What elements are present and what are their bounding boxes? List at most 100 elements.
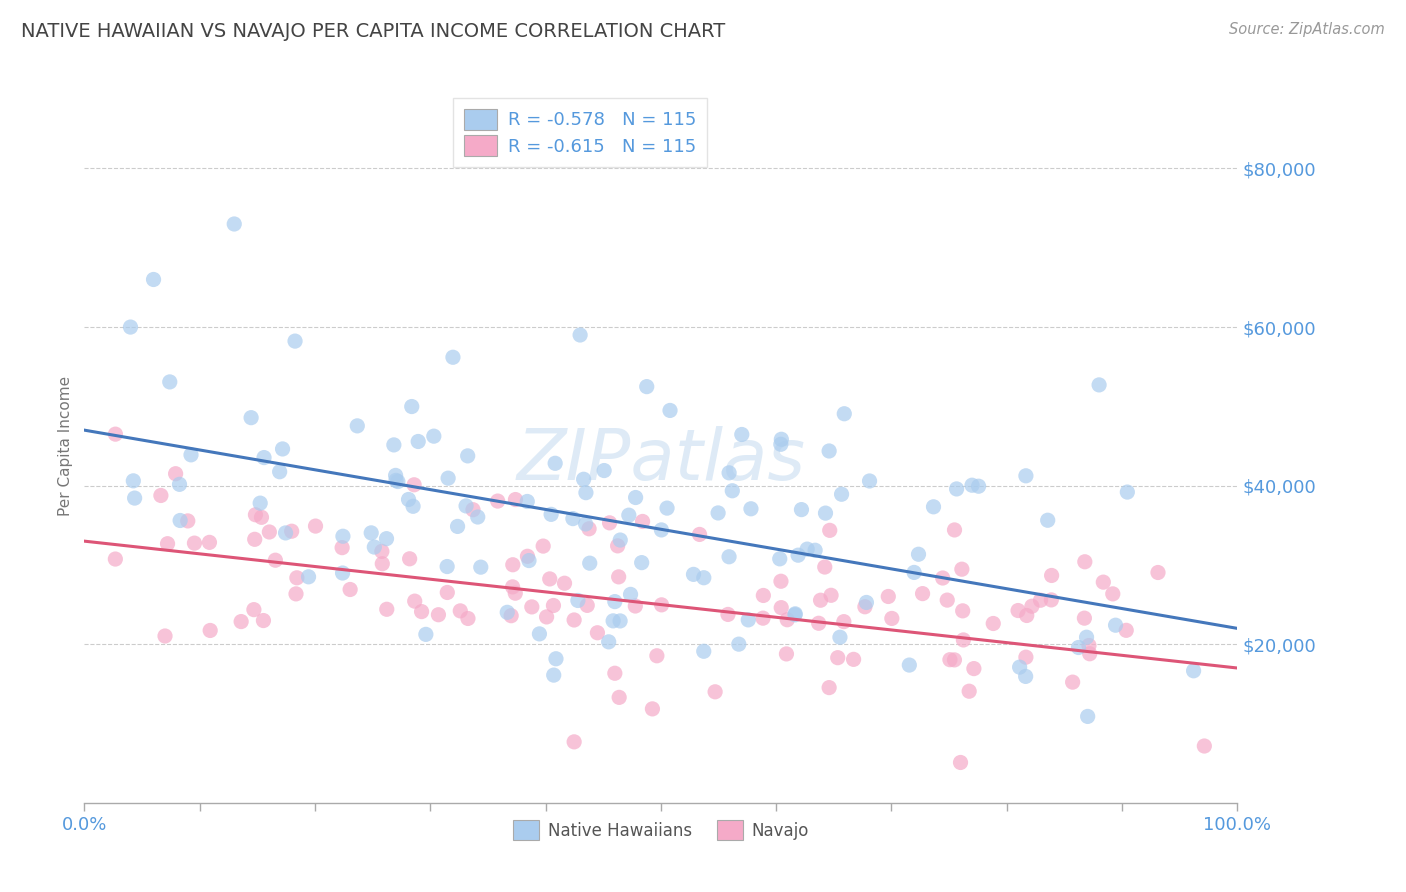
Legend: Native Hawaiians, Navajo: Native Hawaiians, Navajo: [505, 812, 817, 848]
Point: [599, 516, 621, 530]
Point: [586, 625, 609, 640]
Point: [630, 556, 652, 570]
Point: [689, 527, 711, 541]
Point: [572, 472, 595, 486]
Point: [936, 593, 959, 607]
Point: [538, 572, 561, 586]
Point: [1101, 587, 1123, 601]
Point: [240, 410, 263, 425]
Point: [1062, 675, 1084, 690]
Point: [441, 351, 464, 365]
Point: [1115, 624, 1137, 638]
Point: [842, 652, 865, 666]
Point: [520, 599, 543, 614]
Point: [561, 511, 583, 525]
Point: [769, 574, 792, 589]
Point: [1147, 566, 1170, 580]
Point: [360, 525, 382, 540]
Point: [1092, 575, 1115, 590]
Point: [1116, 485, 1139, 500]
Point: [957, 684, 980, 698]
Point: [818, 524, 841, 538]
Point: [505, 492, 527, 507]
Point: [253, 450, 276, 465]
Point: [1015, 608, 1038, 623]
Point: [655, 501, 678, 516]
Point: [787, 548, 810, 562]
Point: [603, 594, 626, 608]
Y-axis label: Per Capita Income: Per Capita Income: [58, 376, 73, 516]
Point: [1076, 630, 1098, 644]
Point: [274, 525, 297, 540]
Point: [461, 502, 484, 516]
Point: [949, 756, 972, 770]
Point: [718, 466, 741, 480]
Point: [607, 570, 630, 584]
Point: [641, 702, 664, 716]
Point: [332, 529, 354, 543]
Point: [271, 442, 294, 456]
Point: [330, 541, 353, 555]
Point: [149, 488, 172, 502]
Point: [981, 616, 1004, 631]
Point: [950, 562, 973, 576]
Point: [717, 607, 740, 622]
Point: [427, 607, 450, 622]
Point: [727, 637, 749, 651]
Point: [814, 560, 837, 574]
Point: [457, 611, 479, 625]
Point: [284, 334, 307, 348]
Point: [250, 510, 273, 524]
Point: [375, 532, 398, 546]
Point: [269, 465, 291, 479]
Point: [159, 375, 181, 389]
Point: [931, 571, 953, 585]
Point: [142, 272, 165, 286]
Point: [1077, 709, 1099, 723]
Point: [470, 560, 492, 574]
Point: [243, 602, 266, 616]
Point: [818, 681, 841, 695]
Point: [770, 432, 793, 446]
Point: [804, 543, 827, 558]
Point: [411, 605, 433, 619]
Point: [575, 485, 598, 500]
Point: [1194, 739, 1216, 753]
Point: [820, 588, 842, 602]
Point: [436, 585, 458, 599]
Point: [543, 599, 565, 613]
Point: [704, 685, 727, 699]
Point: [297, 570, 319, 584]
Point: [554, 576, 576, 591]
Point: [529, 627, 551, 641]
Point: [280, 524, 302, 539]
Point: [606, 539, 628, 553]
Point: [607, 690, 630, 705]
Point: [120, 320, 142, 334]
Point: [721, 483, 744, 498]
Point: [371, 557, 394, 571]
Point: [855, 595, 877, 609]
Point: [224, 217, 246, 231]
Point: [575, 516, 598, 531]
Point: [544, 652, 567, 666]
Point: [880, 611, 903, 625]
Point: [536, 610, 558, 624]
Point: [562, 613, 585, 627]
Point: [939, 653, 962, 667]
Point: [516, 494, 538, 508]
Point: [827, 650, 849, 665]
Point: [375, 602, 398, 616]
Point: [740, 501, 762, 516]
Point: [818, 444, 841, 458]
Point: [1078, 647, 1101, 661]
Point: [165, 467, 187, 481]
Point: [624, 491, 647, 505]
Point: [516, 549, 538, 564]
Point: [693, 571, 716, 585]
Point: [1073, 611, 1095, 625]
Point: [602, 614, 624, 628]
Point: [943, 523, 966, 537]
Point: [707, 506, 730, 520]
Point: [543, 668, 565, 682]
